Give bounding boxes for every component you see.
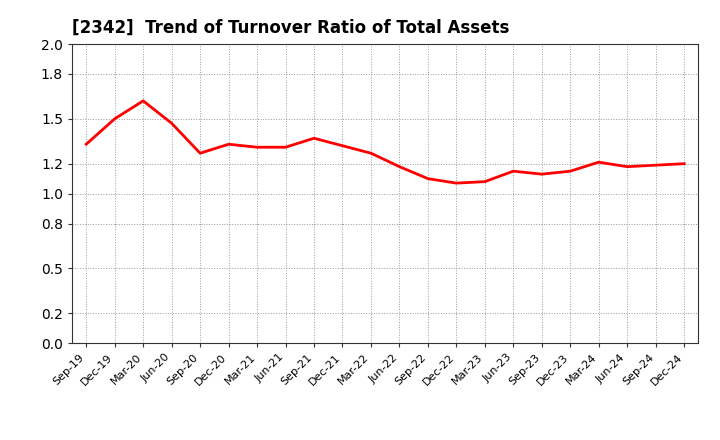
Text: [2342]  Trend of Turnover Ratio of Total Assets: [2342] Trend of Turnover Ratio of Total … — [72, 19, 509, 37]
